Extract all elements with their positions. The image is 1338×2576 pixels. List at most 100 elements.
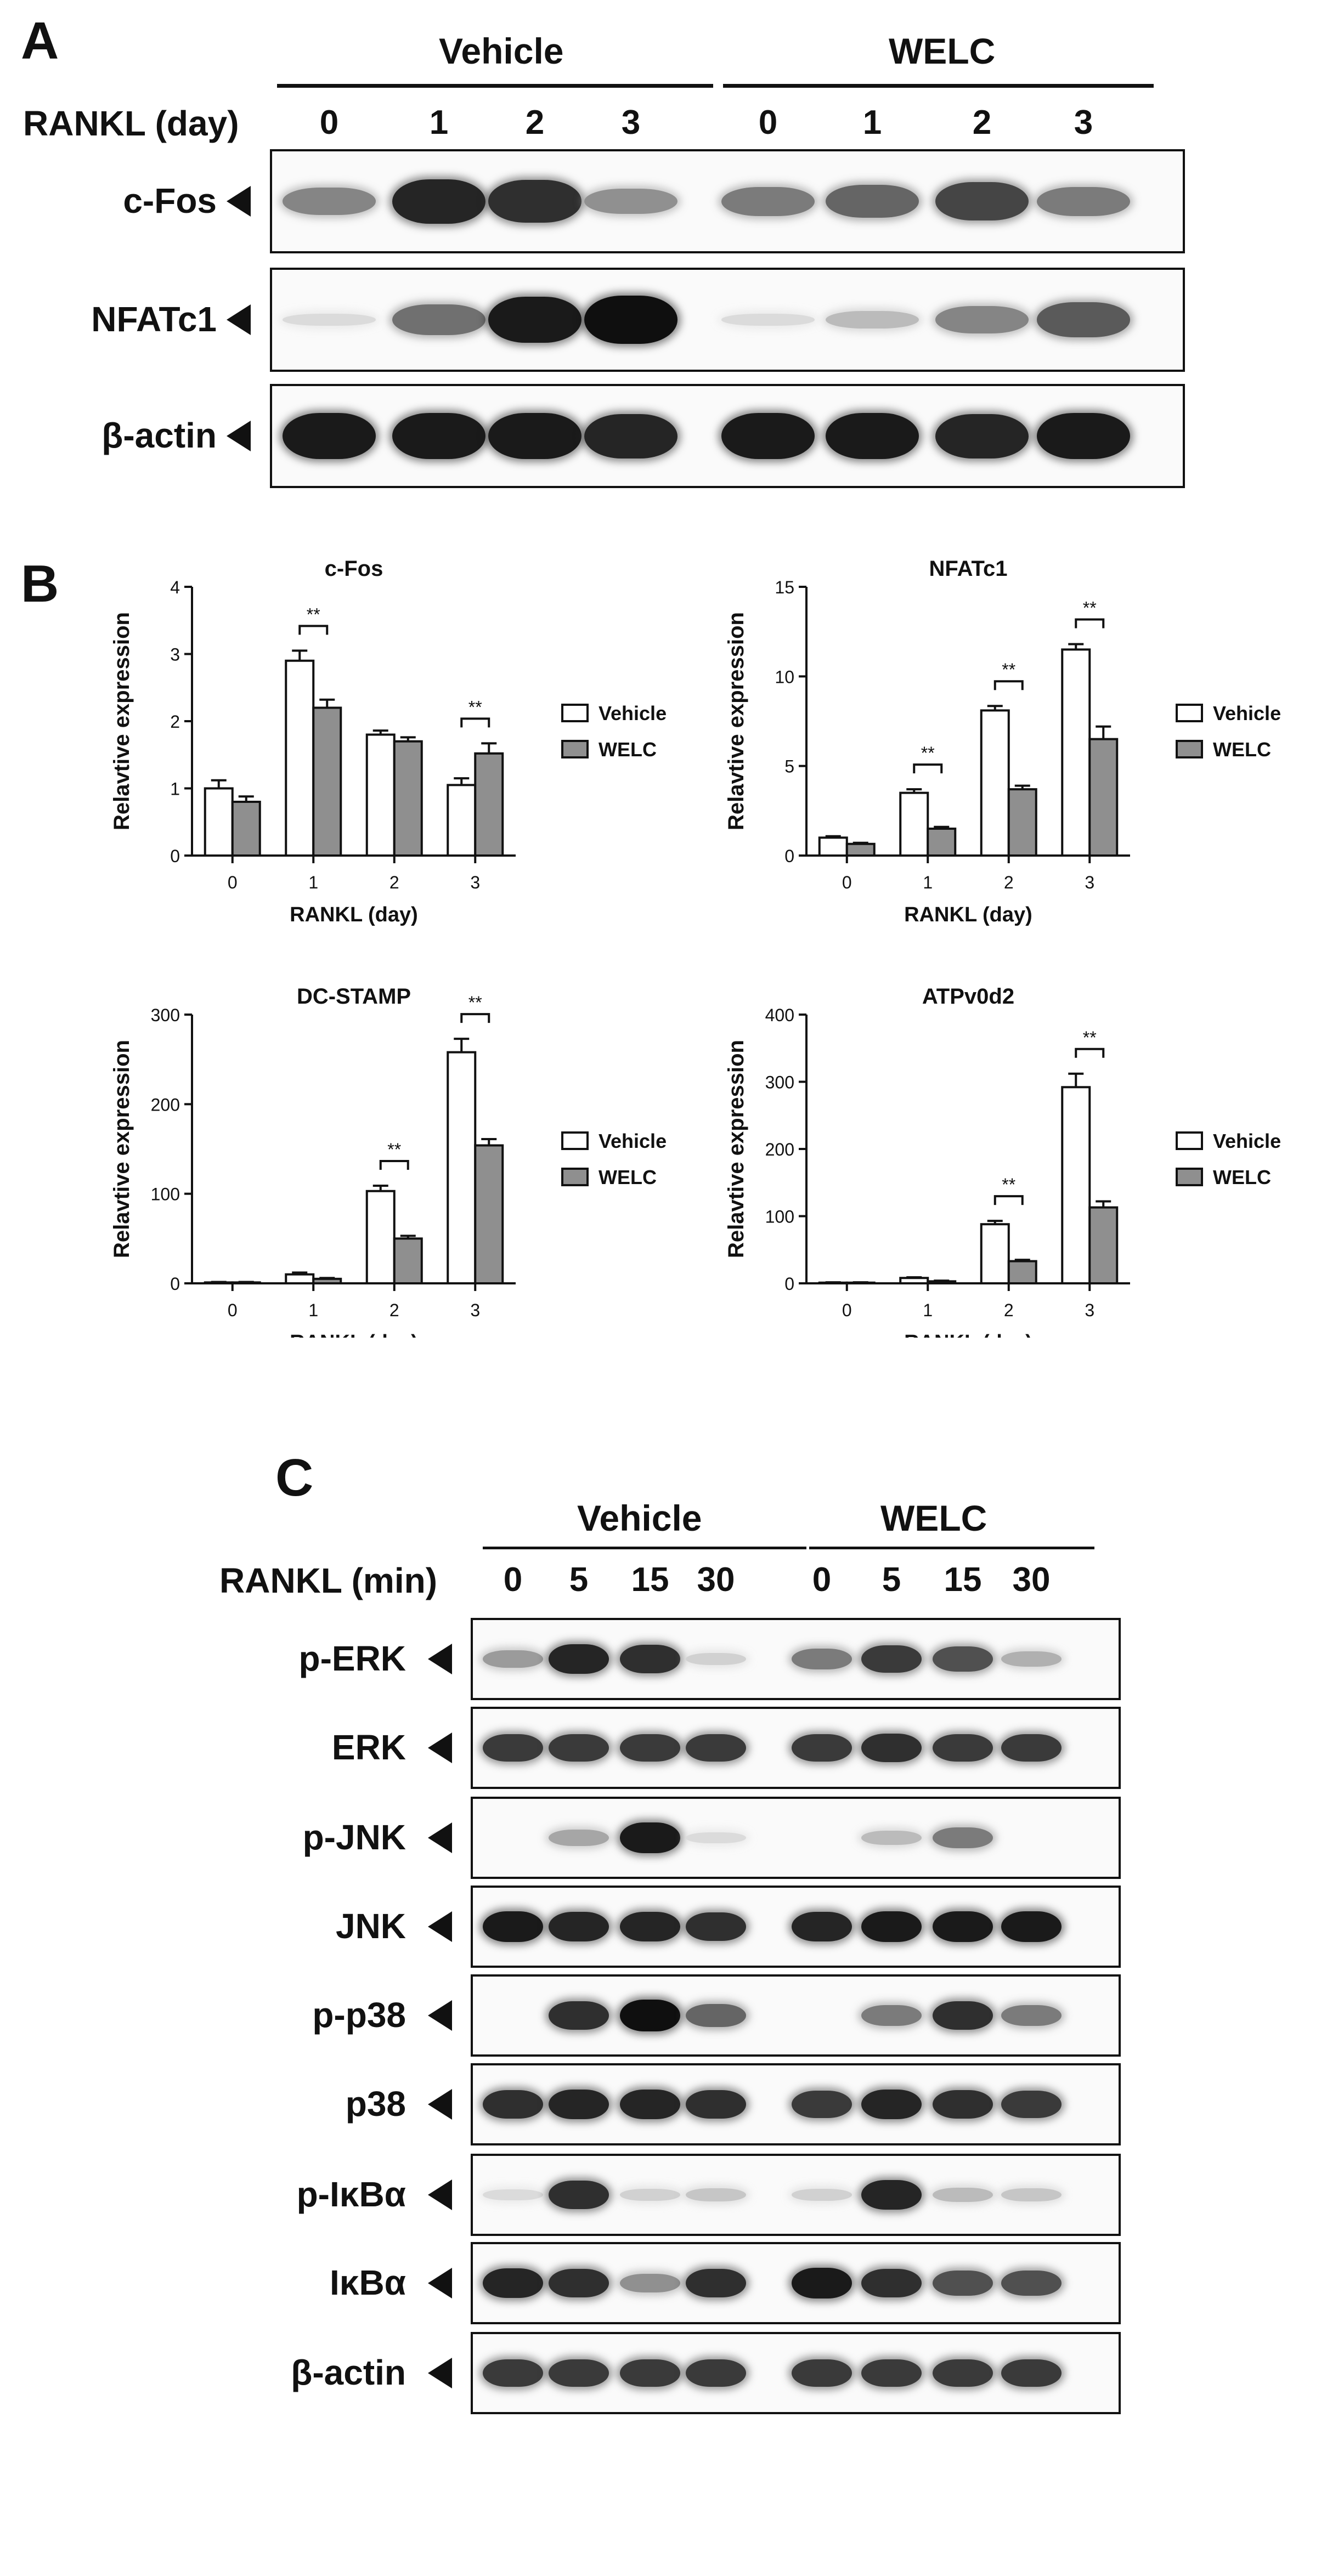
significance-bracket (379, 1159, 409, 1170)
blot-band (935, 306, 1029, 333)
y-tick-label: 300 (765, 1073, 794, 1092)
blot-band (1001, 2359, 1062, 2387)
lane-label: 5 (882, 1561, 901, 1599)
lane-label: 30 (1012, 1561, 1051, 1599)
blot-band (861, 2269, 922, 2297)
lane-label: 3 (1074, 104, 1093, 141)
bar (980, 1223, 1010, 1284)
panel-a-vehicle-header: Vehicle (439, 31, 564, 71)
significance-label: ** (1083, 598, 1097, 618)
bar (818, 836, 848, 857)
panel-c-letter: C (275, 1448, 314, 1507)
legend-swatch-vehicle (561, 704, 589, 722)
y-tick-label: 2 (170, 712, 180, 732)
chart-title: NFATc1 (929, 557, 1008, 581)
blot-band (721, 412, 815, 460)
y-axis-label: Relavtive expression (724, 1040, 748, 1258)
blot-band (686, 2359, 746, 2387)
blot-band (549, 1734, 609, 1762)
blot-band (483, 1911, 543, 1942)
blot-band (549, 2359, 609, 2387)
blot-band (933, 2188, 993, 2202)
bar (980, 709, 1010, 857)
blot-band (549, 2001, 609, 2030)
legend-label-vehicle: Vehicle (1213, 702, 1281, 724)
x-tick-label: 1 (923, 873, 933, 892)
blot-band (686, 1832, 746, 1843)
blot-band (549, 1830, 609, 1846)
blot-row-label: p-ERK (298, 1639, 406, 1678)
blot-band (1001, 2091, 1062, 2118)
panel-c-welc-line (809, 1547, 1094, 1549)
blot-band (935, 414, 1029, 458)
chart-title: c-Fos (325, 557, 383, 581)
blot-row-label: NFATc1 (91, 299, 217, 339)
y-tick-label: 3 (170, 645, 180, 665)
blot-band (861, 1831, 922, 1845)
lane-label: 0 (812, 1561, 832, 1599)
blot-band (933, 1911, 993, 1942)
legend-swatch-vehicle (1176, 704, 1203, 722)
legend-label-welc: WELC (1213, 1166, 1271, 1188)
blot-band (933, 2359, 993, 2387)
arrow-icon (227, 304, 251, 335)
lane-label: 3 (621, 104, 641, 141)
blot-band (1001, 2188, 1062, 2201)
blot-band (933, 2001, 993, 2030)
blot-band (686, 2188, 746, 2201)
legend-label-welc: WELC (599, 1166, 657, 1188)
blot-row-label: p-JNK (302, 1818, 406, 1857)
bar (1007, 1260, 1037, 1284)
lane-label: 2 (972, 104, 992, 141)
blot-band (620, 2274, 680, 2292)
x-tick-label: 2 (1004, 873, 1014, 892)
legend-label-vehicle: Vehicle (1213, 1130, 1281, 1152)
x-axis-label: RANKL (day) (904, 1331, 1032, 1338)
blot-band (1001, 1911, 1062, 1942)
y-tick-label: 10 (775, 667, 794, 687)
y-axis-label: Relavtive expression (110, 612, 134, 830)
arrow-icon (428, 1644, 452, 1674)
y-tick-label: 0 (170, 846, 180, 866)
blot-band (721, 314, 815, 326)
significance-label: ** (468, 697, 482, 717)
blot-band (686, 1653, 746, 1665)
bar (899, 791, 929, 857)
y-tick-label: 5 (784, 757, 794, 777)
bar (845, 842, 876, 857)
arrow-icon (428, 2000, 452, 2031)
y-tick-label: 300 (151, 1005, 180, 1025)
blot-row-label: p-p38 (312, 1995, 406, 2035)
y-tick-label: 0 (784, 1274, 794, 1294)
bar (393, 1237, 423, 1284)
arrow-icon (227, 186, 251, 217)
panel-a-letter: A (21, 12, 59, 70)
arrow-icon (227, 421, 251, 451)
lane-label: 15 (944, 1561, 982, 1599)
significance-bracket (993, 1195, 1024, 1205)
blot-band (549, 2090, 609, 2119)
blot-band (483, 1650, 543, 1668)
x-tick-label: 0 (842, 873, 852, 892)
arrow-icon (428, 2179, 452, 2210)
bar (285, 1273, 315, 1285)
panel-b-charts: c-Fos 0 1 2 3 4 Relavtive expression RANKL (day… (110, 557, 1281, 1338)
blot-band (861, 1911, 922, 1942)
blot-band (861, 1645, 922, 1673)
x-tick-label: 2 (1004, 1300, 1014, 1320)
blot-band (620, 1912, 680, 1941)
blot-band (935, 182, 1029, 221)
blot-band (721, 186, 815, 216)
lane-label: 1 (862, 104, 882, 141)
bar (1088, 738, 1119, 857)
arrow-icon (428, 1733, 452, 1763)
blot-band (392, 304, 485, 336)
blot-band (1037, 302, 1130, 337)
blot-band (488, 180, 582, 223)
blot-band (483, 1734, 543, 1762)
blot-band (488, 296, 582, 343)
blot-band (283, 188, 376, 215)
significance-bracket (298, 625, 329, 635)
legend-swatch-welc (1176, 1168, 1203, 1186)
legend-swatch-vehicle (1176, 1131, 1203, 1150)
